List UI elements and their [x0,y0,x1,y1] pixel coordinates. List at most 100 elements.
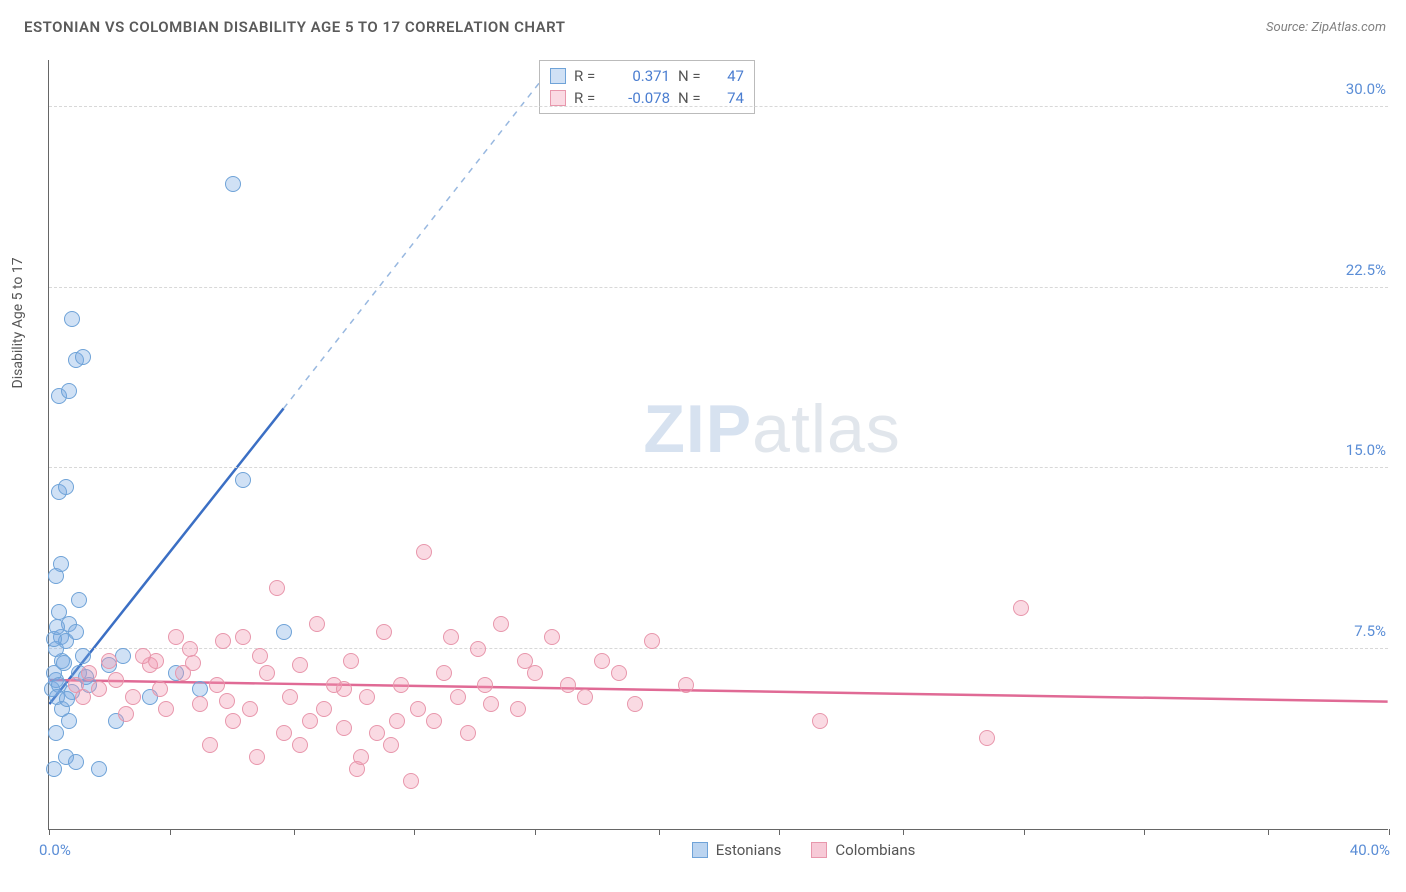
stats-n-label: N = [678,67,706,85]
stats-r-value: -0.078 [610,89,670,107]
data-point [61,713,77,729]
data-point [292,657,308,673]
trend-line [49,680,1387,702]
data-point [48,725,64,741]
source-prefix: Source: [1266,20,1311,35]
data-point [71,592,87,608]
x-tick [1268,829,1269,835]
data-point [68,624,84,640]
data-point [343,653,359,669]
y-tick-label: 30.0% [1342,80,1390,98]
data-point [75,648,91,664]
data-point [1013,600,1029,616]
data-point [560,677,576,693]
stats-swatch [550,68,566,84]
data-point [81,665,97,681]
data-point [292,737,308,753]
data-point [443,629,459,645]
grid-line [49,648,1388,649]
legend: Estonians Colombians [692,841,916,859]
data-point [470,641,486,657]
data-point [135,648,151,664]
watermark-zip: ZIP [643,391,752,467]
data-point [46,761,62,777]
y-tick-label: 22.5% [1342,261,1390,279]
data-point [118,706,134,722]
data-point [68,754,84,770]
data-point [276,624,292,640]
data-point [678,677,694,693]
data-point [61,383,77,399]
data-point [125,689,141,705]
data-point [316,701,332,717]
data-point [517,653,533,669]
watermark: ZIPatlas [643,390,900,468]
legend-swatch [692,842,708,858]
data-point [979,730,995,746]
data-point [101,653,117,669]
stats-n-value: 47 [714,67,744,85]
stats-swatch [550,90,566,106]
data-point [410,701,426,717]
x-tick [1144,829,1145,835]
x-tick [1389,829,1390,835]
data-point [192,696,208,712]
data-point [108,672,124,688]
data-point [56,655,72,671]
x-tick [659,829,660,835]
x-tick [1024,829,1025,835]
data-point [168,629,184,645]
data-point [269,580,285,596]
data-point [510,701,526,717]
data-point [282,689,298,705]
x-tick [414,829,415,835]
data-point [152,681,168,697]
x-tick [535,829,536,835]
source-name: ZipAtlas.com [1311,20,1386,35]
data-point [389,713,405,729]
data-point [242,701,258,717]
data-point [182,641,198,657]
data-point [252,648,268,664]
data-point [75,689,91,705]
x-tick [49,829,50,835]
x-tick [903,829,904,835]
data-point [64,311,80,327]
data-point [644,633,660,649]
data-point [309,616,325,632]
grid-line [49,287,1388,288]
stats-n-value: 74 [714,89,744,107]
x-axis-min-label: 0.0% [39,841,71,859]
data-point [235,472,251,488]
data-point [158,701,174,717]
plot-area: ZIPatlas R =0.371N =47R =-0.078N =74 0.0… [48,60,1388,830]
data-point [544,629,560,645]
legend-item: Colombians [811,841,915,859]
watermark-atlas: atlas [752,391,901,467]
data-point [483,696,499,712]
legend-item: Estonians [692,841,782,859]
y-tick-label: 7.5% [1350,622,1390,640]
data-point [436,665,452,681]
data-point [75,349,91,365]
data-point [493,616,509,632]
data-point [215,633,231,649]
data-point [51,604,67,620]
data-point [450,689,466,705]
data-point [225,713,241,729]
data-point [202,737,218,753]
data-point [259,665,275,681]
x-axis-max-label: 40.0% [1350,841,1390,859]
data-point [393,677,409,693]
source-attribution: Source: ZipAtlas.com [1266,20,1386,35]
stats-r-label: R = [574,67,602,85]
y-tick-label: 15.0% [1342,441,1390,459]
y-axis-title: Disability Age 5 to 17 [10,257,26,388]
data-point [91,681,107,697]
data-point [58,479,74,495]
data-point [611,665,627,681]
data-point [276,725,292,741]
data-point [336,681,352,697]
legend-label: Estonians [716,841,782,859]
data-point [219,693,235,709]
